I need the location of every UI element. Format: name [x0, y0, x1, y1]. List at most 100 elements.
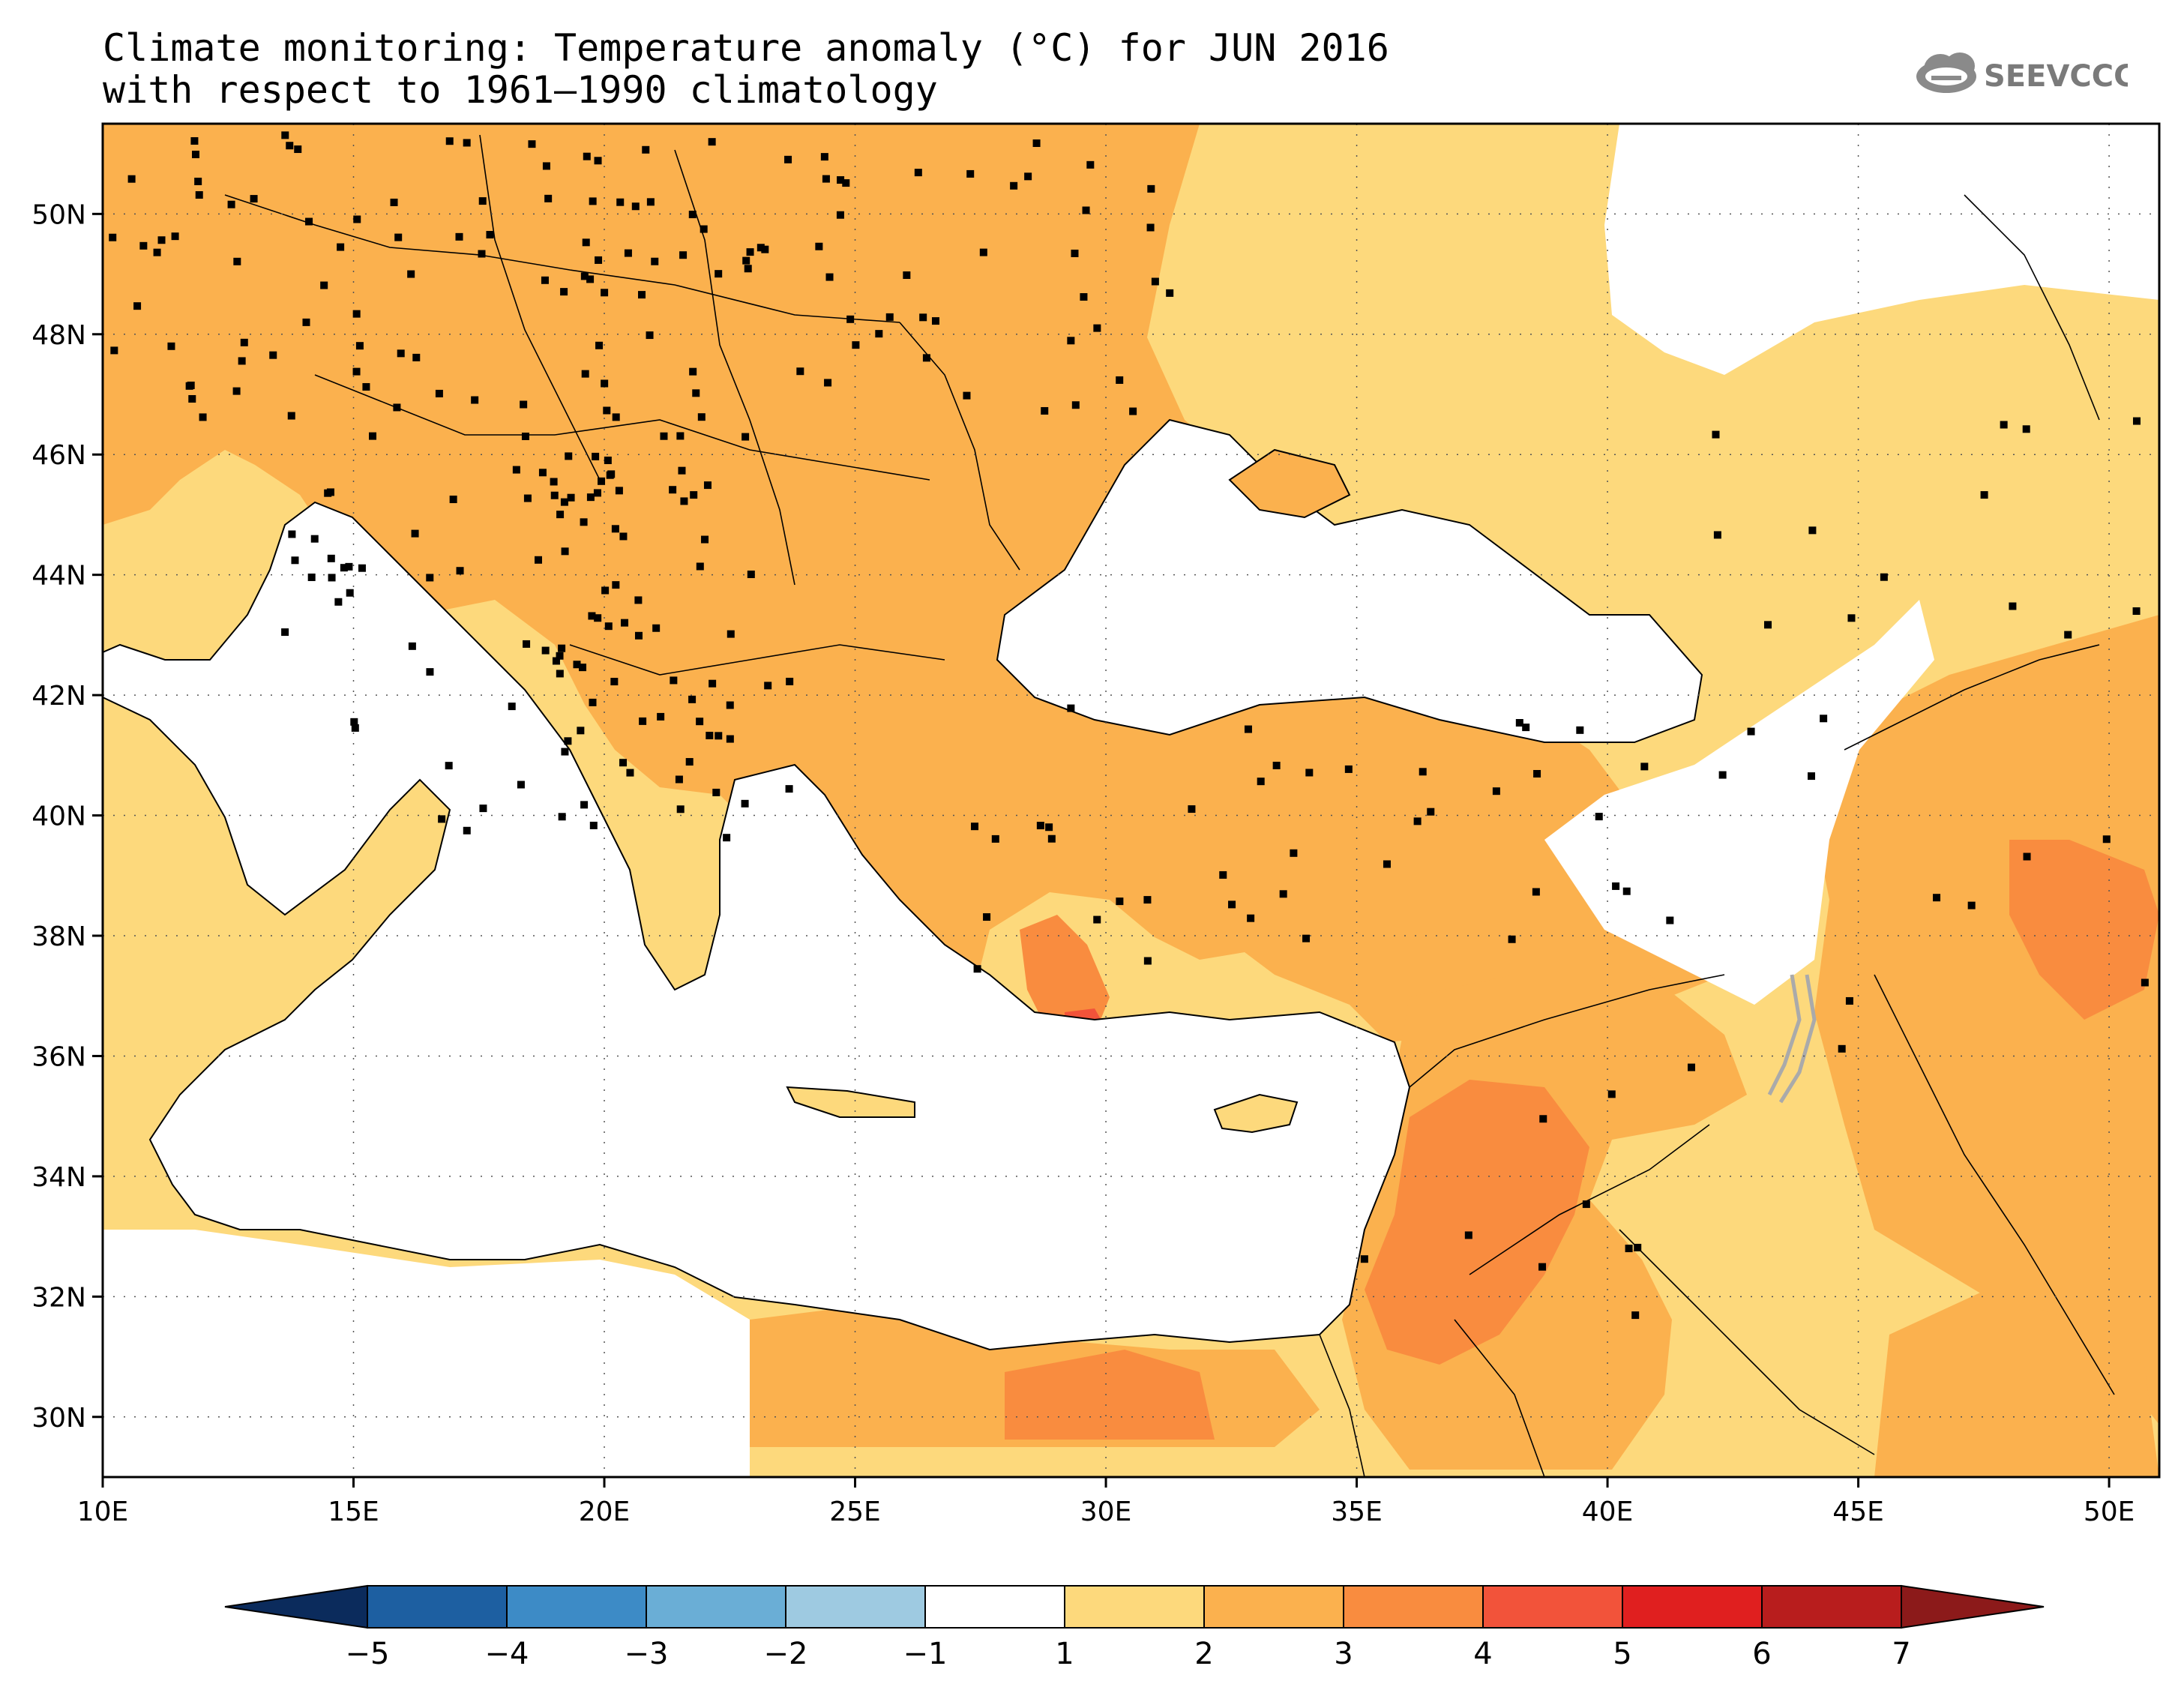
station-marker	[756, 244, 765, 252]
station-marker	[1607, 1090, 1616, 1098]
station-marker	[971, 823, 979, 831]
station-marker	[726, 701, 734, 709]
station-marker	[556, 670, 564, 678]
station-marker	[390, 198, 398, 206]
colorbar-segment	[646, 1585, 786, 1629]
station-marker	[1625, 1245, 1633, 1253]
station-marker	[577, 727, 585, 735]
station-marker	[741, 433, 750, 441]
station-marker	[1219, 870, 1227, 879]
station-marker	[603, 406, 611, 415]
station-marker	[355, 342, 364, 350]
station-marker	[1305, 769, 1314, 777]
station-marker	[1036, 822, 1044, 830]
station-marker	[550, 478, 558, 486]
station-marker	[815, 242, 823, 250]
anomaly-band-neutral-caucasus	[1544, 600, 1934, 1005]
station-marker	[852, 341, 860, 349]
river-outline	[1767, 974, 1817, 1104]
station-marker	[885, 313, 894, 321]
station-marker	[340, 564, 348, 572]
station-marker	[550, 491, 559, 499]
station-marker	[820, 153, 828, 161]
station-marker	[560, 498, 568, 506]
station-marker	[709, 679, 717, 688]
station-marker	[438, 815, 446, 823]
colorbar-label: 1	[1055, 1637, 1074, 1671]
station-marker	[2132, 607, 2141, 616]
anomaly-band-2-3-southeast	[1874, 1290, 2159, 1477]
colorbar-label: 2	[1194, 1637, 1213, 1671]
station-marker	[486, 231, 494, 239]
colorbar: −5 −4 −3 −2 −1 1 2 3 4 5 6 7	[224, 1584, 2045, 1671]
station-marker	[582, 238, 590, 247]
station-marker	[558, 813, 566, 821]
station-marker	[646, 331, 654, 340]
y-tick-label: 46N	[31, 440, 86, 471]
colorbar-label: 5	[1613, 1637, 1631, 1671]
station-marker	[634, 596, 643, 604]
station-marker	[1080, 292, 1088, 301]
anomaly-band-3-4-anatolia	[1020, 915, 1110, 1035]
station-marker	[456, 567, 464, 575]
station-marker	[558, 644, 566, 652]
logo-text: SEEVCCC	[1984, 59, 2128, 94]
station-marker	[688, 211, 697, 219]
station-marker	[362, 382, 370, 391]
station-marker	[238, 357, 246, 365]
station-marker	[542, 162, 550, 170]
station-marker	[337, 243, 345, 251]
station-marker	[626, 769, 634, 777]
station-marker	[1045, 823, 1053, 832]
station-marker	[320, 281, 328, 289]
station-marker	[746, 248, 754, 256]
station-marker	[351, 724, 359, 732]
station-marker	[2064, 631, 2072, 639]
station-marker	[1143, 957, 1152, 965]
y-tick-label: 44N	[31, 561, 86, 592]
station-marker	[639, 717, 647, 725]
station-marker	[1595, 813, 1603, 821]
station-marker	[139, 241, 148, 250]
station-marker	[1247, 914, 1255, 922]
x-tick-label: 25E	[829, 1497, 881, 1527]
station-marker	[1272, 761, 1281, 769]
station-marker	[478, 250, 486, 258]
station-marker	[2022, 425, 2030, 433]
station-marker	[560, 288, 568, 296]
colorbar-label: 7	[1892, 1637, 1910, 1671]
station-marker	[642, 145, 650, 154]
station-marker	[2009, 602, 2017, 610]
station-marker	[411, 529, 419, 538]
colorbar-segment	[1064, 1585, 1205, 1629]
y-tick-label: 42N	[31, 681, 86, 712]
colorbar-segment	[1622, 1585, 1763, 1629]
station-marker	[445, 762, 453, 770]
station-marker	[561, 748, 569, 756]
station-marker	[185, 382, 193, 390]
station-marker	[1687, 1063, 1695, 1071]
station-marker	[1427, 808, 1435, 816]
station-marker	[324, 489, 332, 497]
station-marker	[1188, 805, 1196, 814]
station-marker	[1622, 887, 1631, 895]
station-marker	[616, 198, 625, 206]
station-marker	[706, 731, 714, 739]
station-marker	[1539, 1115, 1547, 1123]
station-marker	[2141, 978, 2149, 987]
cyprus	[1213, 1093, 1299, 1134]
y-tick-label: 48N	[31, 320, 86, 351]
station-marker	[1718, 771, 1727, 779]
station-marker	[1166, 289, 1174, 297]
station-marker	[199, 413, 207, 421]
station-marker	[611, 525, 619, 533]
x-tick-label: 15E	[328, 1497, 379, 1527]
station-marker	[1093, 324, 1101, 332]
station-marker	[463, 139, 471, 147]
station-marker	[544, 194, 553, 202]
station-marker	[1086, 160, 1095, 169]
station-marker	[426, 574, 434, 582]
station-marker	[523, 640, 531, 648]
station-marker	[715, 732, 723, 740]
station-marker	[1228, 900, 1236, 909]
